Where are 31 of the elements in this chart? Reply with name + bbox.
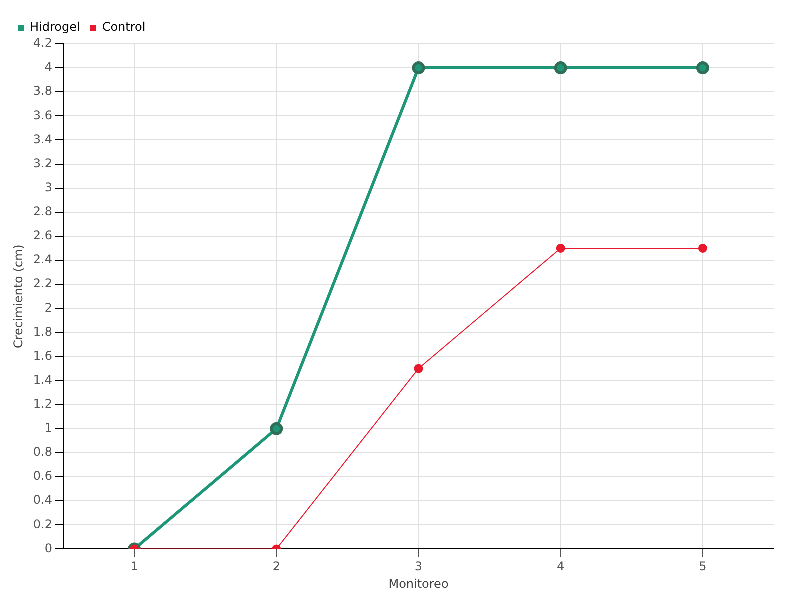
y-tick-label: 0 [44, 541, 52, 556]
y-tick-label: 4 [44, 60, 52, 74]
y-tick-label: 1.4 [33, 372, 52, 387]
y-tick-label: 2.6 [33, 228, 52, 243]
y-tick-label: 2.8 [33, 204, 52, 219]
y-tick-label: 0.8 [33, 445, 52, 460]
x-tick-label: 5 [699, 560, 707, 574]
y-tick-label: 1.8 [33, 324, 52, 339]
y-tick-label: 0.6 [33, 469, 52, 484]
y-tick-label: 1.2 [33, 396, 52, 411]
y-tick-label: 4.2 [33, 36, 52, 50]
x-tick-label: 4 [557, 560, 565, 574]
y-tick-label: 1 [44, 421, 52, 436]
y-tick-label: 0.4 [33, 493, 52, 508]
y-tick-label: 3.6 [33, 108, 52, 122]
x-axis-title: Monitoreo [388, 576, 449, 591]
y-tick-label: 3.2 [33, 156, 52, 170]
y-tick-label: 2 [44, 300, 52, 315]
y-tick-label: 3 [44, 180, 52, 194]
y-tick-label: 0.2 [33, 517, 52, 532]
y-tick-label: 2.2 [33, 276, 52, 291]
x-tick-label: 2 [272, 560, 280, 574]
y-tick-label: 1.6 [33, 348, 52, 363]
y-tick-label: 3.4 [33, 132, 52, 146]
y-axis-title: Crecimiento (cm) [11, 244, 26, 349]
x-tick-label: 1 [130, 560, 138, 574]
legend-label: Hidrogel [30, 20, 80, 34]
y-tick-label: 2.4 [33, 252, 52, 267]
x-tick-label: 3 [414, 560, 423, 574]
y-tick-label: 3.8 [33, 84, 52, 98]
legend-label: Control [102, 20, 146, 34]
